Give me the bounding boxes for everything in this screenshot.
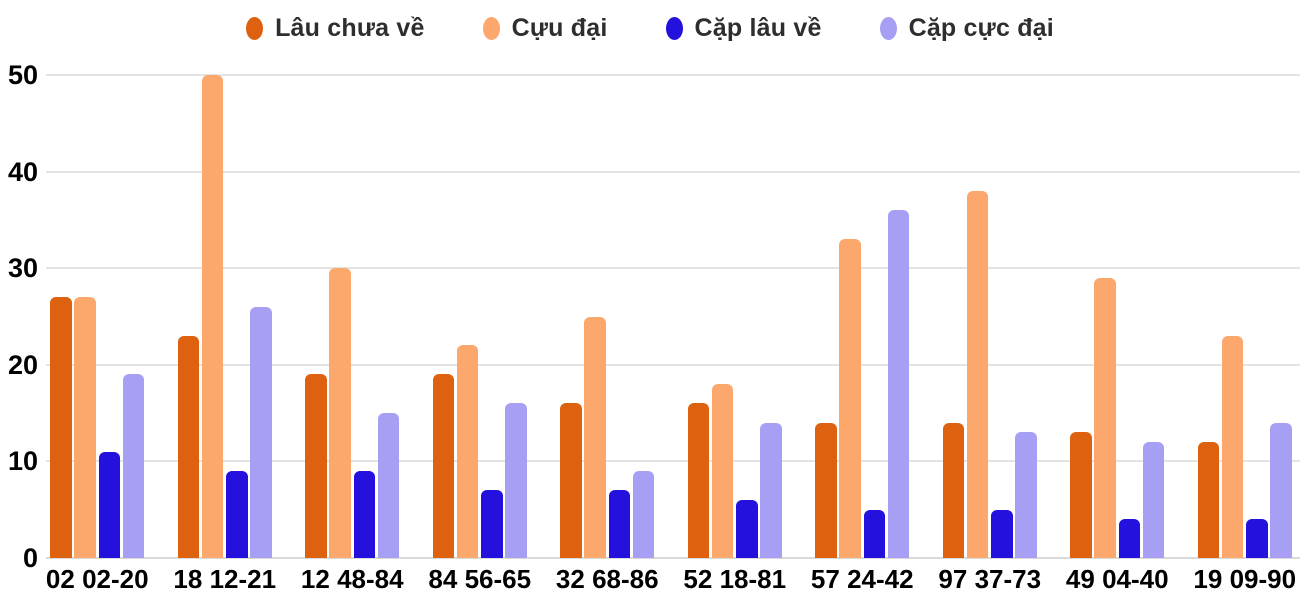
bar-97_37-73-series2[interactable] <box>966 190 989 558</box>
bar-12_48-84-series2[interactable] <box>329 268 351 558</box>
bar-57_24-42-series3[interactable] <box>863 509 886 558</box>
x-axis-tick-label: 02 02-20 <box>45 564 149 594</box>
legend-swatch-icon <box>665 16 683 40</box>
bar-18_12-21-series3[interactable] <box>226 471 248 558</box>
gridline-y10 <box>46 460 1300 463</box>
legend-item-2[interactable]: Cựu đại <box>482 13 608 43</box>
legend-label: Cặp cực đại <box>908 13 1054 42</box>
y-axis-tick-label: 30 <box>7 253 38 284</box>
y-axis-tick-label: 20 <box>7 349 38 380</box>
bar-18_12-21-series4[interactable] <box>250 306 272 558</box>
x-axis-tick-label: 12 48-84 <box>300 564 404 594</box>
bar-18_12-21-series1[interactable] <box>177 335 200 558</box>
x-axis-tick-label: 52 18-81 <box>683 564 787 594</box>
legend-item-1[interactable]: Lâu chưa về <box>246 14 425 43</box>
bar-32_68-86-series4[interactable] <box>632 471 655 558</box>
bar-84_56-65-series3[interactable] <box>481 490 503 558</box>
gridline-y20 <box>46 363 1300 366</box>
bar-84_56-65-series1[interactable] <box>432 374 455 558</box>
legend-swatch-icon <box>879 16 897 40</box>
bar-49_04-40-series2[interactable] <box>1094 277 1116 558</box>
bar-49_04-40-series1[interactable] <box>1070 432 1092 558</box>
bar-02_02-20-series3[interactable] <box>98 451 121 558</box>
bar-02_02-20-series4[interactable] <box>122 374 145 558</box>
bar-52_18-81-series4[interactable] <box>760 422 782 558</box>
legend-swatch-icon <box>482 16 500 40</box>
bar-19_09-90-series1[interactable] <box>1197 442 1220 558</box>
legend-item-4[interactable]: Cặp cực đại <box>879 13 1054 43</box>
x-axis-tick-label: 97 37-73 <box>938 564 1042 594</box>
bar-19_09-90-series4[interactable] <box>1270 422 1292 558</box>
bar-97_37-73-series4[interactable] <box>1015 432 1037 558</box>
legend-item-3[interactable]: Cặp lâu về <box>665 13 822 43</box>
legend-label: Cựu đại <box>511 13 608 42</box>
gridline-y50 <box>46 74 1300 76</box>
y-axis-tick-label: 10 <box>7 446 38 477</box>
legend-label: Cặp lâu về <box>694 13 822 42</box>
bar-19_09-90-series3[interactable] <box>1246 519 1268 558</box>
bar-52_18-81-series2[interactable] <box>711 384 734 558</box>
y-axis-tick-label: 40 <box>7 156 38 187</box>
y-axis-tick-label: 0 <box>22 543 38 573</box>
gridline-y40 <box>46 170 1300 173</box>
bar-32_68-86-series1[interactable] <box>560 403 582 558</box>
x-axis-tick-label: 18 12-21 <box>173 564 277 594</box>
bar-52_18-81-series1[interactable] <box>687 403 710 558</box>
x-axis-tick-label: 32 68-86 <box>555 564 659 594</box>
bar-12_48-84-series1[interactable] <box>305 374 327 558</box>
bar-49_04-40-series3[interactable] <box>1118 519 1141 558</box>
bar-32_68-86-series3[interactable] <box>608 490 631 558</box>
bar-97_37-73-series1[interactable] <box>942 422 965 558</box>
bar-18_12-21-series2[interactable] <box>201 75 224 558</box>
bar-32_68-86-series2[interactable] <box>584 316 606 558</box>
x-axis-tick-label: 57 24-42 <box>810 564 914 594</box>
x-axis-tick-label: 19 09-90 <box>1193 564 1297 594</box>
x-axis-tick-label: 84 56-65 <box>428 564 532 594</box>
bar-97_37-73-series3[interactable] <box>991 509 1013 558</box>
bar-12_48-84-series3[interactable] <box>353 471 376 558</box>
bar-84_56-65-series4[interactable] <box>505 403 527 558</box>
legend-swatch-icon <box>246 16 264 40</box>
bar-02_02-20-series2[interactable] <box>74 297 96 558</box>
bar-52_18-81-series3[interactable] <box>736 500 758 558</box>
chart-legend: Lâu chưa về Cựu đại Cặp lâu về Cặp cực đại <box>0 8 1300 48</box>
bar-02_02-20-series1[interactable] <box>50 297 72 558</box>
bar-57_24-42-series4[interactable] <box>887 210 910 558</box>
bar-84_56-65-series2[interactable] <box>456 345 479 558</box>
bar-12_48-84-series4[interactable] <box>377 413 400 558</box>
gridline-y30 <box>46 267 1300 270</box>
gridline-y0 <box>46 557 1300 559</box>
x-axis-tick-label: 49 04-40 <box>1065 564 1169 594</box>
y-axis-tick-label: 50 <box>7 60 38 90</box>
bar-57_24-42-series1[interactable] <box>815 422 837 558</box>
legend-label: Lâu chưa về <box>275 13 425 42</box>
bar-19_09-90-series2[interactable] <box>1221 335 1244 558</box>
bar-57_24-42-series2[interactable] <box>839 239 861 558</box>
bar-49_04-40-series4[interactable] <box>1142 442 1165 558</box>
